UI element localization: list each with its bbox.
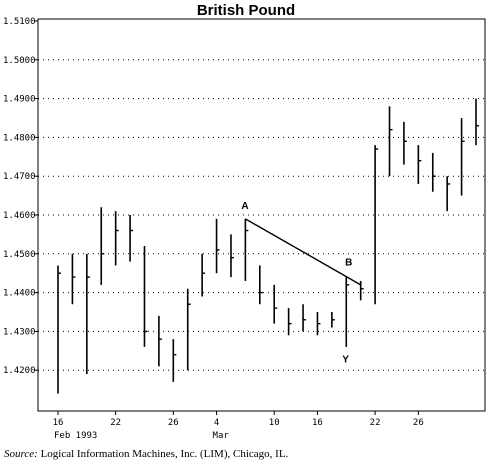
plot-frame bbox=[37, 18, 486, 412]
source-note: Source: Logical Information Machines, In… bbox=[4, 448, 288, 460]
x-tick-label: 16 bbox=[312, 418, 323, 428]
y-tick-label: 1.4800 bbox=[3, 133, 36, 143]
y-tick-label: 1.4600 bbox=[3, 211, 36, 221]
x-tick-label: 26 bbox=[168, 418, 179, 428]
x-tick-label: 16 bbox=[53, 418, 64, 428]
annotation-label: A bbox=[241, 201, 248, 212]
y-tick-label: 1.4300 bbox=[3, 327, 36, 337]
y-tick-label: 1.5000 bbox=[3, 56, 36, 66]
british-pound-chart: British Pound A B Y 1.4200 1.4300 1.4400 1.45… bbox=[3, 2, 486, 441]
x-tick-label: 22 bbox=[110, 418, 121, 428]
x-tick-label: 22 bbox=[370, 418, 381, 428]
annotation-label: Y bbox=[342, 354, 349, 365]
x-tick-label: 26 bbox=[413, 418, 424, 428]
y-tick-label: 1.4700 bbox=[3, 172, 36, 182]
x-tick-label: 10 bbox=[269, 418, 280, 428]
x-axis: 16 22 26 4 10 16 22 26 Feb 1993 Mar bbox=[53, 411, 424, 441]
y-tick-label: 1.5100 bbox=[3, 17, 36, 27]
chart-title: British Pound bbox=[197, 2, 295, 19]
y-tick-label: 1.4400 bbox=[3, 289, 36, 299]
trendline-group bbox=[245, 218, 362, 286]
annotations: A B Y bbox=[241, 201, 352, 365]
grid-lines bbox=[38, 59, 485, 371]
x-sublabel: Mar bbox=[213, 431, 230, 441]
source-label: Source: bbox=[4, 448, 38, 460]
y-tick-label: 1.4900 bbox=[3, 95, 36, 105]
x-tick-label: 4 bbox=[214, 418, 219, 428]
x-sublabel: Feb 1993 bbox=[54, 431, 97, 441]
y-tick-label: 1.4500 bbox=[3, 250, 36, 260]
y-axis: 1.4200 1.4300 1.4400 1.4500 1.4600 1.4700 1.48… bbox=[3, 17, 38, 376]
y-tick-label: 1.4200 bbox=[3, 366, 36, 376]
price-bars bbox=[57, 98, 479, 394]
source-text: Logical Information Machines, Inc. (LIM)… bbox=[40, 448, 289, 460]
annotation-label: B bbox=[345, 257, 352, 268]
trendline bbox=[245, 218, 362, 286]
